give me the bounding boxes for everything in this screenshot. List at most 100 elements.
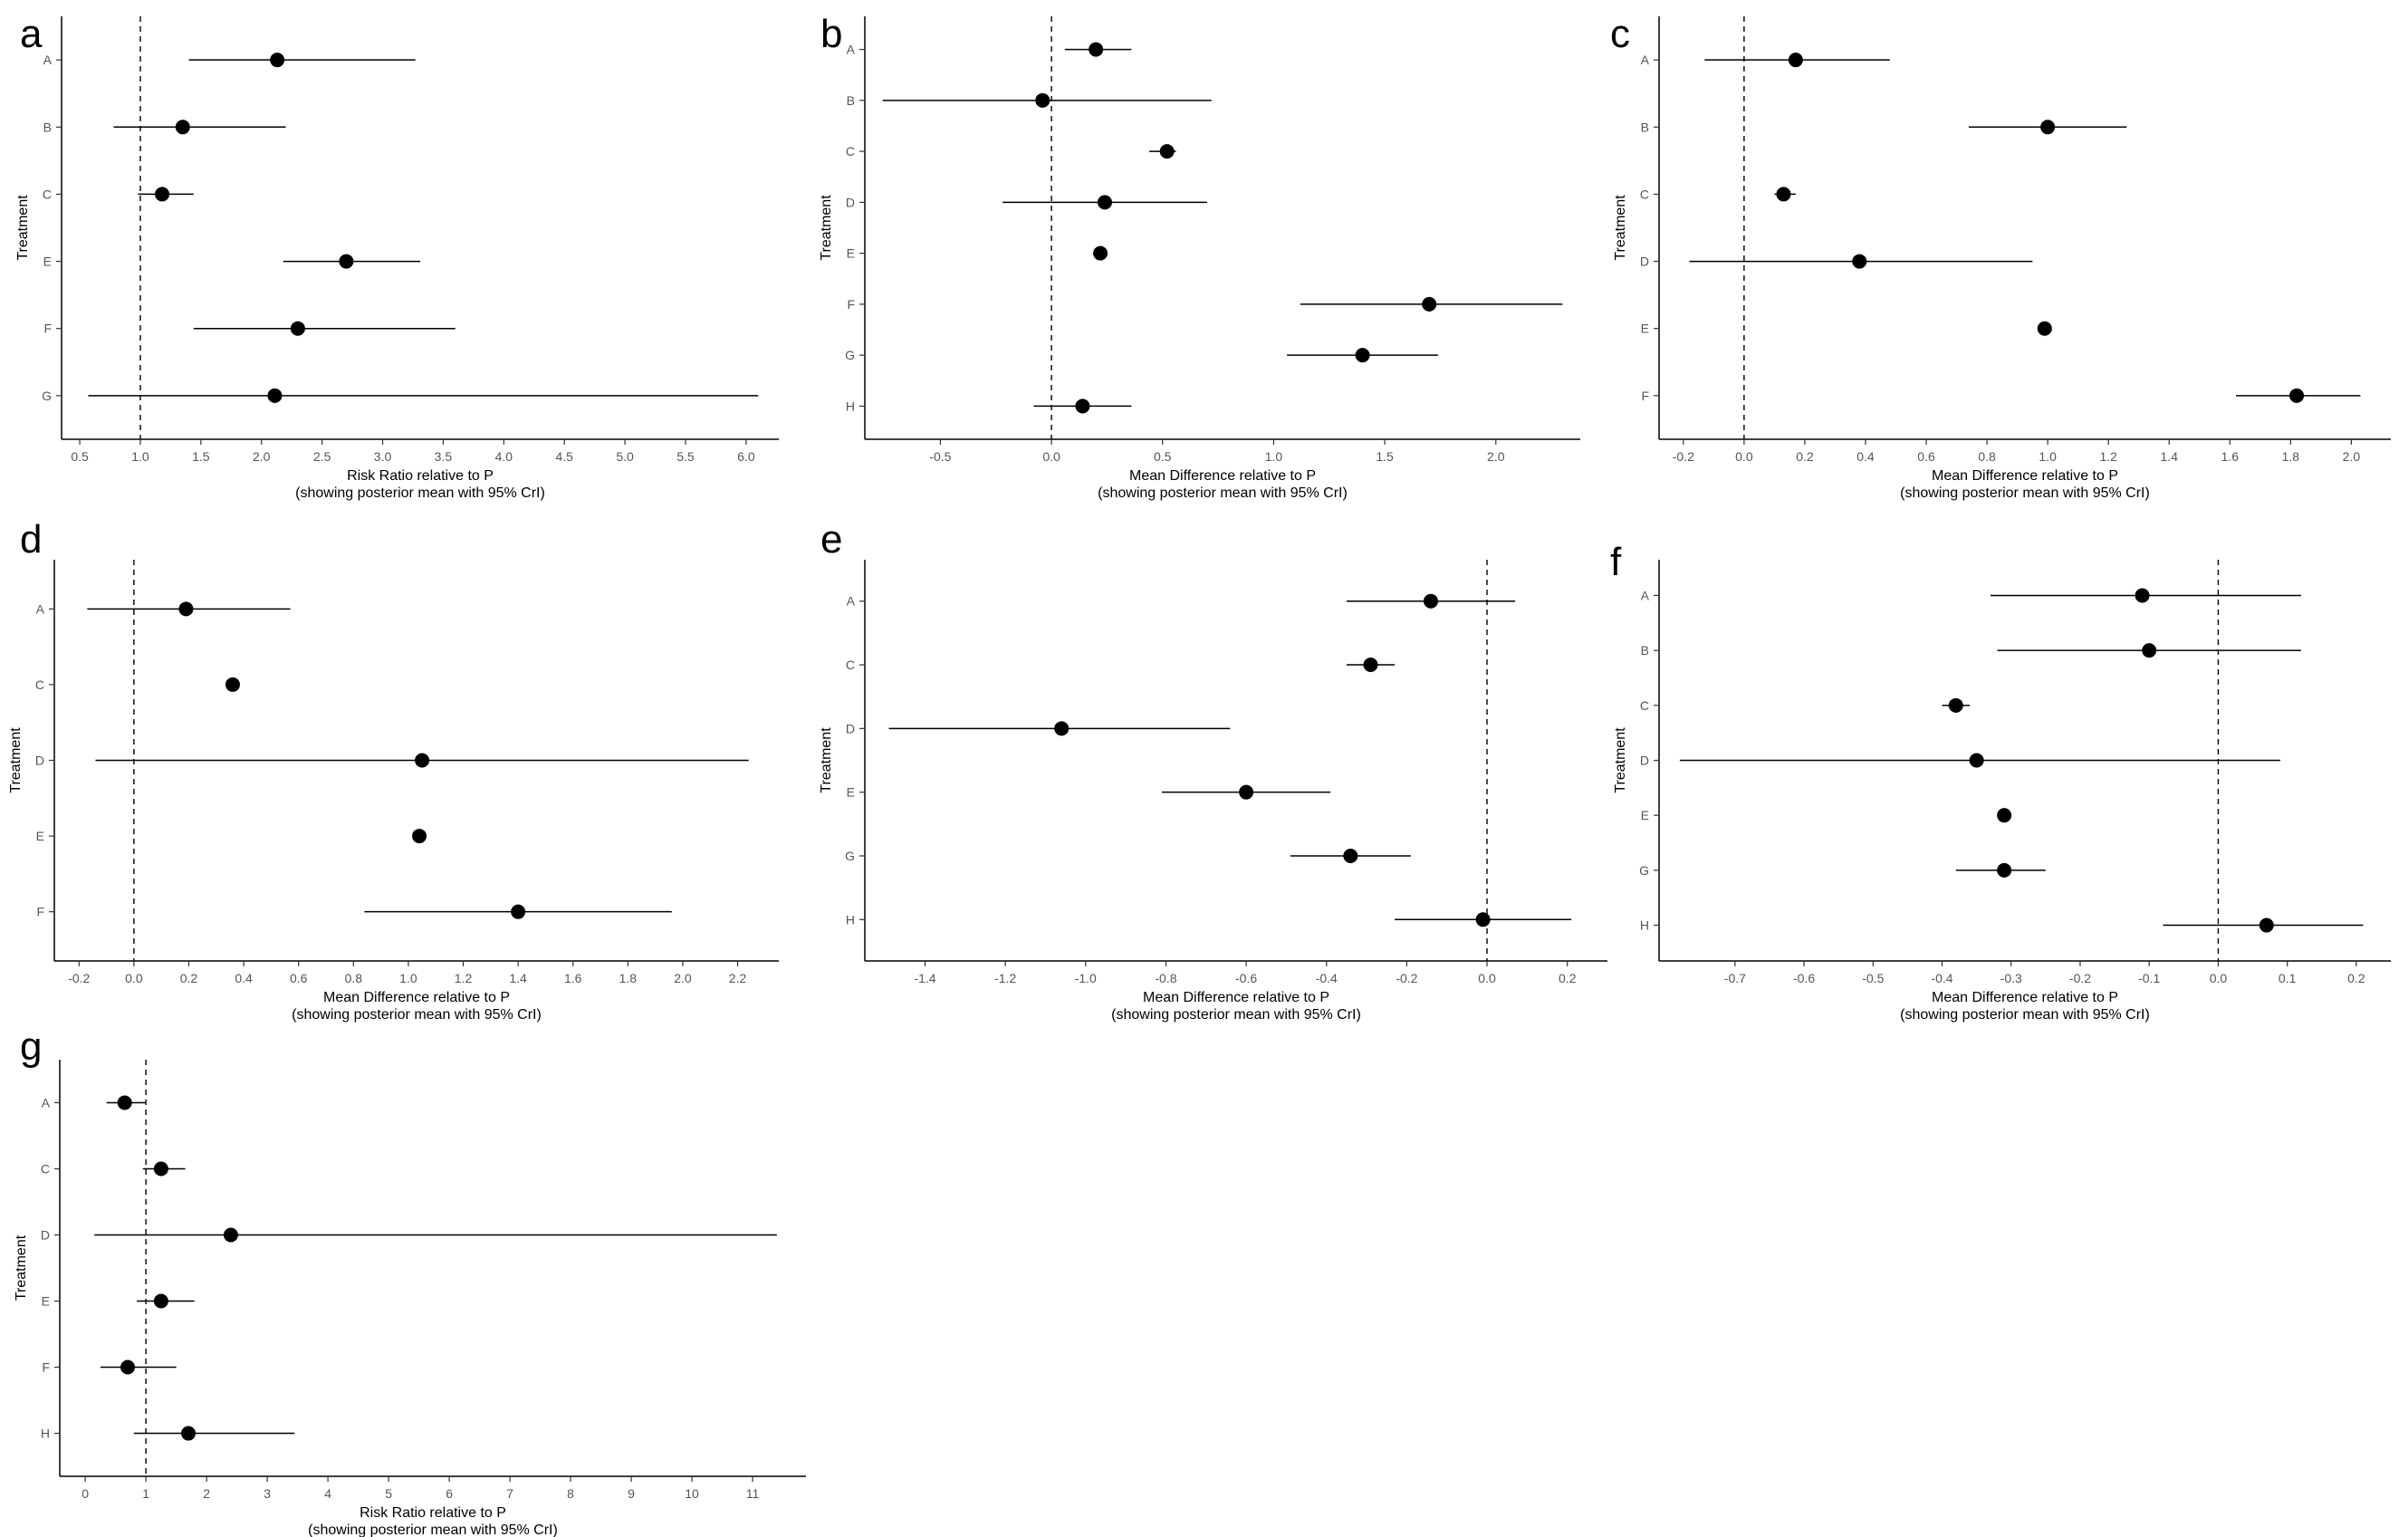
mean-point [1969, 753, 1984, 768]
x-axis-title: Mean Difference relative to P [1932, 468, 2118, 484]
panel-label: b [820, 12, 842, 56]
panel-c: c -0.2 0.0 0.2 0.4 0.6 0.8 1.0 1.2 1.4 1.6 1.8 2.0 A B… [1610, 12, 2391, 501]
mean-point [1089, 42, 1104, 57]
mean-point [2259, 917, 2274, 933]
x-axis-subtitle: (showing posterior mean with 95% CrI) [292, 1007, 542, 1023]
x-tick-label: -0.5 [1862, 971, 1884, 985]
x-tick-label: 0.0 [2210, 971, 2228, 985]
x-tick-label: -0.2 [68, 971, 90, 985]
x-tick-label: 2.5 [313, 449, 331, 464]
y-tick-label: B [43, 120, 52, 134]
y-tick-label: F [847, 297, 855, 312]
x-tick-label: 0.4 [1856, 449, 1875, 464]
y-tick-label: G [42, 389, 52, 403]
y-tick-label: B [1641, 120, 1649, 134]
x-axis-title: Mean Difference relative to P [1129, 468, 1316, 484]
x-tick-label: 0.2 [2347, 971, 2365, 985]
y-tick-label: H [1640, 918, 1649, 933]
mean-point [1075, 399, 1090, 414]
x-tick-label: 4 [324, 1486, 331, 1501]
mean-point [155, 187, 170, 202]
x-tick-label: 9 [628, 1486, 635, 1501]
mean-point [1097, 195, 1112, 210]
y-axis-title: Treatment [8, 727, 24, 793]
y-tick-label: E [43, 255, 52, 269]
x-axis-title: Mean Difference relative to P [1143, 990, 1329, 1005]
mean-point [2142, 643, 2157, 658]
y-tick-label: F [42, 1360, 50, 1375]
mean-point [1948, 697, 1963, 713]
y-tick-label: G [845, 348, 855, 362]
x-tick-label: -0.7 [1724, 971, 1746, 985]
x-tick-label: 0.2 [180, 971, 198, 985]
mean-point [2040, 120, 2056, 135]
x-tick-label: 2.0 [674, 971, 692, 985]
panel-e: e -1.4 -1.2 -1.0 -0.8 -0.6 -0.4 -0.2 0.0 0.2 A C D E G… [819, 517, 1607, 1023]
y-tick-label: D [35, 754, 44, 768]
x-axis-title: Mean Difference relative to P [1932, 990, 2118, 1005]
y-tick-label: C [846, 658, 855, 672]
x-tick-label: 1.0 [131, 449, 149, 464]
panel-label: f [1610, 540, 1622, 584]
y-tick-label: H [846, 912, 855, 927]
mean-point [153, 1161, 168, 1177]
mean-point [339, 254, 354, 269]
y-tick-label: C [43, 187, 52, 201]
mean-point [1159, 144, 1175, 159]
panel-g: g 0 1 2 3 4 5 6 7 8 9 10 11 A C D E F H Treatment Risk Ratio… [14, 1024, 806, 1537]
x-tick-label: 0.0 [1478, 971, 1496, 985]
x-tick-label: 3 [264, 1486, 271, 1501]
x-axis-subtitle: (showing posterior mean with 95% CrI) [308, 1523, 558, 1537]
y-axis-title: Treatment [1613, 195, 1628, 261]
x-tick-label: 3.0 [374, 449, 392, 464]
x-tick-label: 0.4 [235, 971, 253, 985]
y-tick-label: E [1641, 808, 1649, 822]
x-tick-label: 4.5 [555, 449, 573, 464]
y-tick-label: D [1640, 754, 1649, 768]
y-tick-label: F [43, 322, 52, 336]
mean-point [2037, 321, 2052, 336]
x-tick-label: 1.8 [2282, 449, 2300, 464]
mean-point [1788, 53, 1803, 68]
mean-point [117, 1095, 132, 1110]
mean-point [178, 601, 194, 617]
y-tick-label: H [846, 399, 855, 413]
x-tick-label: 1.6 [2221, 449, 2240, 464]
x-tick-label: -0.5 [929, 449, 951, 464]
y-tick-label: E [847, 785, 855, 800]
x-axis-title: Risk Ratio relative to P [360, 1505, 506, 1521]
y-tick-label: E [42, 1294, 50, 1309]
mean-point [1422, 296, 1437, 312]
y-tick-label: D [1640, 255, 1649, 269]
x-tick-label: 5 [385, 1486, 392, 1501]
panel-f: f -0.7 -0.6 -0.5 -0.4 -0.3 -0.2 -0.1 0.0 0.1 0.2 A B… [1610, 540, 2391, 1023]
y-tick-label: F [36, 905, 44, 919]
panel-label: g [20, 1024, 42, 1069]
mean-point [415, 753, 430, 768]
x-tick-label: 1.2 [2099, 449, 2117, 464]
x-tick-label: 0.6 [290, 971, 308, 985]
mean-point [225, 677, 240, 692]
mean-point [223, 1227, 238, 1243]
y-tick-label: A [847, 43, 856, 57]
x-tick-label: 2.0 [1487, 449, 1505, 464]
mean-point [1852, 254, 1867, 269]
y-tick-label: C [41, 1161, 50, 1176]
mean-point [153, 1293, 168, 1309]
y-tick-label: C [846, 144, 855, 159]
panel-label: c [1610, 12, 1630, 56]
x-tick-label: 2.0 [253, 449, 271, 464]
x-tick-label: 0.5 [1154, 449, 1172, 464]
x-tick-label: -0.8 [1155, 971, 1176, 985]
x-tick-label: -0.4 [1316, 971, 1338, 985]
x-tick-label: 0.2 [1796, 449, 1814, 464]
x-tick-label: 0.1 [2278, 971, 2297, 985]
x-tick-label: 2.0 [2343, 449, 2361, 464]
x-tick-label: 1.5 [1376, 449, 1394, 464]
mean-point [175, 120, 190, 135]
y-tick-label: G [845, 849, 855, 863]
x-tick-label: -0.4 [1931, 971, 1952, 985]
x-axis-subtitle: (showing posterior mean with 95% CrI) [1111, 1007, 1361, 1023]
x-tick-label: 2.2 [729, 971, 747, 985]
